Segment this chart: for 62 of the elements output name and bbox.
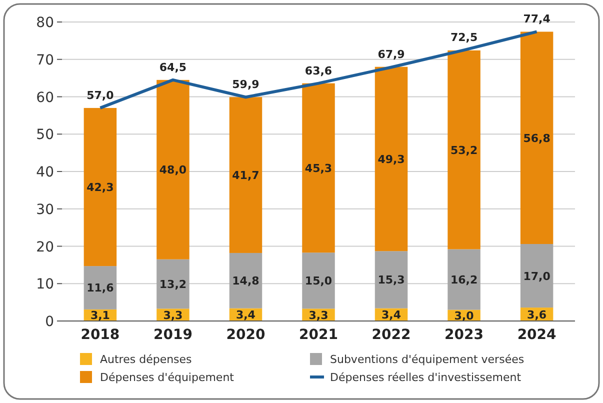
data-label: 3,3 — [163, 308, 183, 322]
data-label: 49,3 — [378, 152, 405, 166]
data-label: 3,4 — [236, 308, 256, 322]
bar — [374, 251, 408, 308]
bar — [448, 50, 480, 250]
data-label: 57,0 — [86, 88, 114, 102]
data-label: 14,8 — [232, 274, 260, 288]
data-label: 59,9 — [232, 78, 260, 92]
y-tick-label: 40 — [36, 164, 54, 180]
data-label: 77,4 — [523, 12, 551, 26]
legend-label: Autres dépenses — [100, 353, 192, 366]
y-tick-label: 30 — [36, 202, 54, 218]
bar — [84, 266, 117, 310]
data-label: 17,0 — [523, 270, 551, 283]
x-tick-label: 2020 — [226, 327, 266, 343]
data-label: 13,2 — [159, 278, 187, 291]
bar — [520, 244, 554, 308]
bar — [156, 259, 190, 309]
y-tick-label: 50 — [36, 127, 54, 144]
bar — [229, 252, 262, 308]
x-tick-label: 2019 — [153, 327, 192, 343]
data-label: 67,9 — [378, 48, 405, 62]
data-label: 15,0 — [304, 274, 332, 288]
data-label: 53,2 — [450, 144, 478, 157]
data-label: 15,3 — [378, 274, 405, 287]
x-tick-label: 2024 — [517, 327, 557, 343]
legend-label: Subventions d'équipement versées — [330, 353, 524, 366]
data-label: 16,2 — [450, 274, 478, 287]
bar — [520, 32, 554, 244]
data-label: 56,8 — [523, 132, 550, 145]
y-tick-label: 80 — [36, 15, 54, 31]
bar — [84, 108, 117, 266]
data-label: 48,0 — [159, 164, 187, 177]
bar — [448, 249, 480, 310]
data-label: 3,3 — [308, 308, 328, 322]
data-label: 64,5 — [159, 60, 187, 74]
legend-label: Dépenses d'équipement — [100, 371, 235, 384]
bar — [302, 252, 335, 309]
data-label: 72,5 — [450, 31, 478, 44]
legend-label: Dépenses réelles d'investissement — [330, 371, 522, 384]
x-tick-label: 2023 — [444, 327, 484, 343]
y-tick-label: 70 — [36, 52, 54, 68]
x-tick-label: 2018 — [80, 327, 120, 343]
bar — [156, 80, 190, 260]
data-label: 11,6 — [86, 282, 114, 295]
bar — [374, 66, 408, 252]
data-label: 3,0 — [454, 309, 474, 322]
bar — [229, 97, 262, 253]
data-label: 63,6 — [304, 64, 332, 78]
y-tick-label: 60 — [36, 90, 54, 106]
data-label: 42,3 — [86, 181, 114, 194]
x-tick-label: 2022 — [372, 327, 411, 343]
data-label: 3,1 — [90, 309, 110, 322]
y-tick-label: 20 — [36, 239, 54, 256]
data-label: 3,6 — [527, 308, 547, 322]
x-tick-label: 2021 — [299, 327, 338, 343]
y-tick-label: 0 — [45, 314, 54, 330]
y-tick-label: 10 — [36, 276, 54, 293]
data-label: 45,3 — [304, 162, 332, 175]
data-label: 3,4 — [382, 308, 402, 322]
bar — [302, 83, 335, 253]
data-label: 41,7 — [232, 169, 260, 182]
